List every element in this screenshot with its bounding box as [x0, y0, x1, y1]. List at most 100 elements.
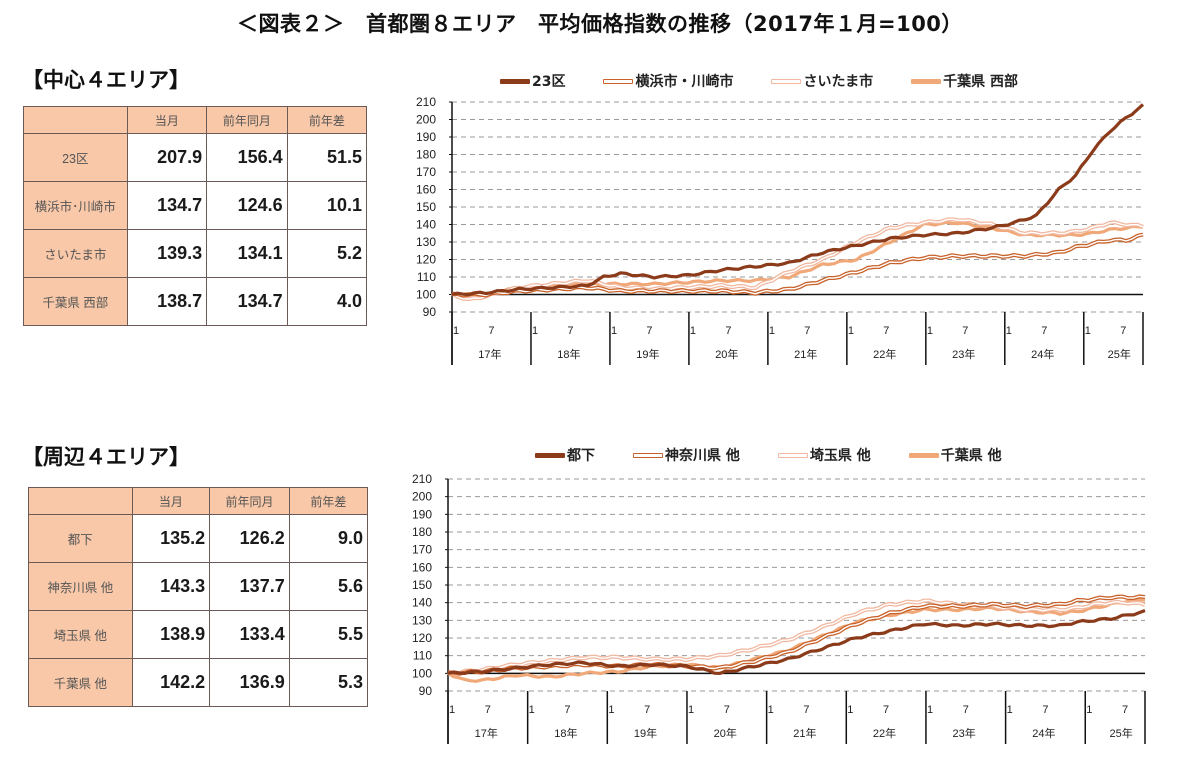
- legend-line-icon: [633, 452, 663, 458]
- suburban-chart-legend: 都下 神奈川県 他 埼玉県 他 千葉県 他: [535, 445, 1040, 465]
- y-tick-label: 120: [416, 253, 436, 267]
- y-tick-label: 160: [412, 560, 432, 574]
- x-year-label: 21年: [794, 347, 817, 361]
- legend-line-icon: [771, 78, 802, 84]
- x-month-tick: 1: [690, 325, 696, 337]
- current-value: 139.3: [126, 229, 208, 278]
- table-header-prev-year: 前年同月: [209, 487, 290, 515]
- current-value: 138.7: [126, 277, 208, 326]
- table-header-current: 当月: [126, 106, 208, 134]
- prev-year-value: 126.2: [209, 514, 290, 563]
- table-header-row: 当月 前年同月 前年差: [28, 487, 369, 515]
- suburban-section-title: 【周辺４エリア】: [22, 445, 190, 469]
- y-tick-label: 190: [412, 507, 432, 521]
- x-year-label: 19年: [636, 347, 659, 361]
- x-month-tick: 1: [927, 704, 933, 716]
- prev-year-value: 134.7: [206, 277, 288, 326]
- x-year-label: 23年: [952, 347, 975, 361]
- y-tick-label: 130: [412, 613, 432, 627]
- y-tick-label: 110: [417, 270, 436, 284]
- table-header-current: 当月: [131, 487, 211, 515]
- x-month-tick: 1: [927, 325, 933, 337]
- table-row: 千葉県 他 142.2 136.9 5.3: [28, 658, 369, 707]
- x-month-tick: 7: [883, 325, 889, 337]
- x-month-tick: 1: [848, 325, 854, 337]
- y-tick-label: 100: [412, 666, 432, 680]
- y-tick-label: 90: [423, 305, 437, 319]
- legend-item-saitama-other: 埼玉県 他: [777, 445, 871, 465]
- x-year-label: 21年: [793, 726, 816, 740]
- legend-line-icon: [500, 78, 530, 84]
- y-tick-label: 90: [419, 684, 433, 698]
- y-tick-label: 190: [416, 130, 436, 144]
- legend-line-icon: [911, 78, 942, 84]
- series-line: [447, 608, 1146, 675]
- x-year-label: 20年: [715, 347, 738, 361]
- diff-value: 5.3: [288, 658, 369, 707]
- y-tick-label: 140: [412, 596, 432, 610]
- table-row: 横浜市･川崎市 134.7 124.6 10.1: [23, 181, 368, 230]
- prev-year-value: 134.1: [206, 229, 288, 278]
- y-tick-label: 200: [416, 113, 436, 127]
- legend-item-chiba-west: 千葉県 西部: [911, 71, 1018, 91]
- legend-item-saitama-city: さいたま市: [771, 71, 873, 91]
- x-year-label: 22年: [873, 347, 896, 361]
- y-tick-label: 130: [416, 235, 436, 249]
- x-month-tick: 1: [529, 704, 535, 716]
- table-header-blank: [23, 106, 128, 134]
- table-row: 23区 207.9 156.4 51.5: [23, 133, 368, 182]
- row-label: 埼玉県 他: [28, 610, 133, 659]
- diff-value: 10.1: [286, 181, 368, 230]
- row-label: 横浜市･川崎市: [23, 181, 128, 230]
- legend-item-kanagawa-other: 神奈川県 他: [633, 445, 740, 465]
- legend-label: 千葉県 他: [940, 448, 1002, 464]
- x-month-tick: 7: [485, 704, 491, 716]
- diff-value: 5.6: [288, 562, 369, 611]
- x-month-tick: 7: [488, 325, 494, 337]
- legend-item-yokohama-kawasaki: 横浜市・川崎市: [603, 71, 733, 91]
- legend-item-23ku: 23区: [500, 71, 565, 91]
- x-month-tick: 1: [688, 704, 694, 716]
- diff-value: 9.0: [288, 514, 369, 563]
- x-month-tick: 7: [883, 704, 889, 716]
- table-header-row: 当月 前年同月 前年差: [23, 106, 368, 134]
- x-month-tick: 1: [611, 325, 617, 337]
- x-month-tick: 7: [1042, 704, 1048, 716]
- legend-line-icon: [777, 452, 808, 458]
- table-row: さいたま市 139.3 134.1 5.2: [23, 229, 368, 278]
- current-value: 142.2: [131, 658, 211, 707]
- x-month-tick: 1: [1007, 704, 1013, 716]
- x-year-label: 20年: [714, 726, 737, 740]
- central-index-table: 当月 前年同月 前年差 23区 207.9 156.4 51.5 横浜市･川崎市…: [23, 106, 368, 326]
- legend-item-chiba-other: 千葉県 他: [908, 445, 1002, 465]
- diff-value: 5.5: [288, 610, 369, 659]
- table-row: 埼玉県 他 138.9 133.4 5.5: [28, 610, 369, 659]
- x-year-label: 18年: [554, 726, 577, 740]
- x-month-tick: 7: [962, 325, 968, 337]
- x-month-tick: 1: [1085, 325, 1091, 337]
- table-row: 都下 135.2 126.2 9.0: [28, 514, 369, 563]
- y-tick-label: 170: [412, 543, 432, 557]
- x-month-tick: 1: [532, 325, 538, 337]
- table-row: 千葉県 西部 138.7 134.7 4.0: [23, 277, 368, 326]
- current-value: 135.2: [131, 514, 211, 563]
- row-label: 神奈川県 他: [28, 562, 133, 611]
- y-tick-label: 170: [416, 165, 436, 179]
- legend-label: 神奈川県 他: [665, 448, 740, 464]
- x-year-label: 25年: [1109, 726, 1132, 740]
- prev-year-value: 137.7: [209, 562, 290, 611]
- x-month-tick: 1: [768, 704, 774, 716]
- row-label: 都下: [28, 514, 133, 563]
- x-month-tick: 7: [646, 325, 652, 337]
- legend-label: 横浜市・川崎市: [635, 74, 734, 90]
- y-tick-label: 110: [413, 649, 432, 663]
- central-chart-legend: 23区 横浜市・川崎市 さいたま市 千葉県 西部: [500, 71, 1056, 91]
- x-month-tick: 1: [1086, 704, 1092, 716]
- series-line: [451, 103, 1145, 297]
- x-year-label: 24年: [1031, 347, 1054, 361]
- x-month-tick: 1: [1006, 325, 1012, 337]
- legend-label: 23区: [532, 74, 566, 90]
- table-header-blank: [28, 487, 133, 515]
- x-month-tick: 7: [567, 325, 573, 337]
